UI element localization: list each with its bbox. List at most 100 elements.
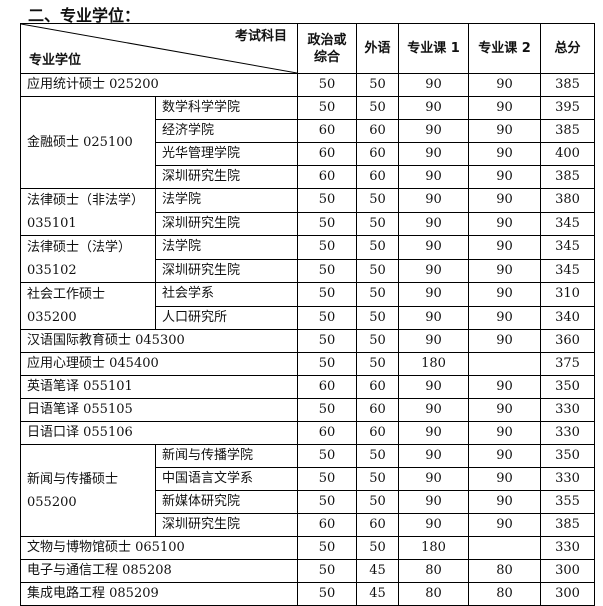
column-header-politics: 政治或 综合 <box>297 23 357 74</box>
score-course-1: 90 <box>398 282 469 307</box>
score-course-1: 90 <box>398 398 469 422</box>
table-row: 中国语言文学系 50 50 90 90 330 <box>21 467 595 491</box>
score-total: 360 <box>540 329 595 353</box>
score-politics: 50 <box>297 398 357 422</box>
score-foreign-language: 50 <box>356 467 399 491</box>
score-table: 考试科目 专业学位 政治或 综合 外语 专业课 1 专业课 2 总分 应用统计硕… <box>20 23 595 606</box>
degree-name: 电子与通信工程 085208 <box>20 559 298 583</box>
table-row: 新媒体研究院 50 50 90 90 355 <box>21 490 595 514</box>
score-total: 375 <box>540 352 595 376</box>
score-total: 340 <box>540 305 595 330</box>
degree-name: 社会工作硕士 035200 <box>20 282 156 330</box>
score-course-2: 80 <box>468 559 541 583</box>
diagonal-header-cell: 考试科目 专业学位 <box>20 23 298 74</box>
degree-name: 集成电路工程 085209 <box>20 582 298 606</box>
score-foreign-language: 50 <box>356 536 399 560</box>
score-politics: 60 <box>297 142 357 166</box>
score-politics: 50 <box>297 305 357 330</box>
score-politics: 50 <box>297 258 357 283</box>
score-politics: 50 <box>297 490 357 514</box>
score-course-2: 90 <box>468 119 541 143</box>
table-row: 经济学院 60 60 90 90 385 <box>21 119 595 143</box>
table-row: 金融硕士 025100 数学科学学院 50 50 90 90 395 <box>20 96 595 189</box>
header-row: 考试科目 专业学位 政治或 综合 外语 专业课 1 专业课 2 总分 <box>20 23 595 74</box>
score-course-1: 80 <box>398 582 469 606</box>
score-foreign-language: 60 <box>356 375 399 399</box>
score-foreign-language: 50 <box>356 305 399 330</box>
table-row: 应用统计硕士 025200 50 50 90 90 385 <box>20 73 595 97</box>
score-foreign-language: 60 <box>356 142 399 166</box>
table-body: 应用统计硕士 025200 50 50 90 90 385 金融硕士 025100 数学科学学… <box>20 73 595 606</box>
table-row: 社会工作硕士 035200 社会学系 50 50 90 90 310 <box>20 282 595 330</box>
score-course-2: 90 <box>468 375 541 399</box>
department-name: 人口研究所 <box>155 305 298 330</box>
score-politics: 50 <box>297 467 357 491</box>
score-course-1: 90 <box>398 96 469 120</box>
score-total: 385 <box>540 513 595 537</box>
score-foreign-language: 60 <box>356 119 399 143</box>
score-total: 300 <box>540 582 595 606</box>
table-row: 日语口译 055106 60 60 90 90 330 <box>20 421 595 445</box>
score-total: 385 <box>540 165 595 189</box>
score-foreign-language: 50 <box>356 73 399 97</box>
score-total: 345 <box>540 235 595 260</box>
score-foreign-language: 50 <box>356 352 399 376</box>
score-course-2: 90 <box>468 282 541 307</box>
table-row: 法律硕士（非法学） 035101 法学院 50 50 90 90 380 <box>20 188 595 236</box>
table-row: 光华管理学院 60 60 90 90 400 <box>21 142 595 166</box>
column-header-foreign-language: 外语 <box>356 23 399 74</box>
degree-name: 文物与博物馆硕士 065100 <box>20 536 298 560</box>
score-course-1: 90 <box>398 305 469 330</box>
table-row: 英语笔译 055101 60 60 90 90 350 <box>20 375 595 399</box>
score-total: 310 <box>540 282 595 307</box>
score-politics: 60 <box>297 421 357 445</box>
score-total: 355 <box>540 490 595 514</box>
score-course-2: 90 <box>468 188 541 213</box>
score-politics: 50 <box>297 211 357 236</box>
score-course-1: 90 <box>398 490 469 514</box>
score-total: 385 <box>540 119 595 143</box>
score-foreign-language: 50 <box>356 96 399 120</box>
score-course-1: 180 <box>398 352 469 376</box>
department-name: 数学科学学院 <box>155 96 298 120</box>
score-course-2: 90 <box>468 421 541 445</box>
score-course-2: 90 <box>468 398 541 422</box>
degree-name: 法律硕士（法学） 035102 <box>20 235 156 283</box>
score-foreign-language: 50 <box>356 444 399 468</box>
score-course-1: 90 <box>398 375 469 399</box>
degree-name: 汉语国际教育硕士 045300 <box>20 329 298 353</box>
score-foreign-language: 50 <box>356 211 399 236</box>
score-total: 385 <box>540 73 595 97</box>
score-foreign-language: 50 <box>356 490 399 514</box>
department-name: 深圳研究生院 <box>155 165 298 189</box>
score-foreign-language: 50 <box>356 282 399 307</box>
score-total: 330 <box>540 467 595 491</box>
score-course-1: 90 <box>398 188 469 213</box>
score-foreign-language: 45 <box>356 559 399 583</box>
score-course-1: 90 <box>398 119 469 143</box>
department-name: 新闻与传播学院 <box>155 444 298 468</box>
score-total: 345 <box>540 258 595 283</box>
section-title: 二、专业学位： <box>28 6 141 25</box>
degree-name: 应用心理硕士 045400 <box>20 352 298 376</box>
degree-name: 日语笔译 055105 <box>20 398 298 422</box>
department-name: 新媒体研究院 <box>155 490 298 514</box>
score-course-2 <box>468 352 541 376</box>
score-course-1: 90 <box>398 211 469 236</box>
table-row: 日语笔译 055105 50 60 90 90 330 <box>20 398 595 422</box>
department-name: 深圳研究生院 <box>155 258 298 283</box>
score-course-1: 90 <box>398 73 469 97</box>
score-politics: 60 <box>297 119 357 143</box>
score-total: 350 <box>540 375 595 399</box>
score-foreign-language: 45 <box>356 582 399 606</box>
score-course-1: 80 <box>398 559 469 583</box>
table-row: 法律硕士（法学） 035102 法学院 50 50 90 90 345 <box>20 235 595 283</box>
department-name: 中国语言文学系 <box>155 467 298 491</box>
score-course-2: 90 <box>468 467 541 491</box>
score-total: 330 <box>540 398 595 422</box>
department-name: 深圳研究生院 <box>155 211 298 236</box>
score-politics: 50 <box>297 282 357 307</box>
score-course-1: 90 <box>398 421 469 445</box>
department-name: 经济学院 <box>155 119 298 143</box>
table-row: 新闻与传播硕士 055200 新闻与传播学院 50 50 90 90 350 <box>20 444 595 537</box>
